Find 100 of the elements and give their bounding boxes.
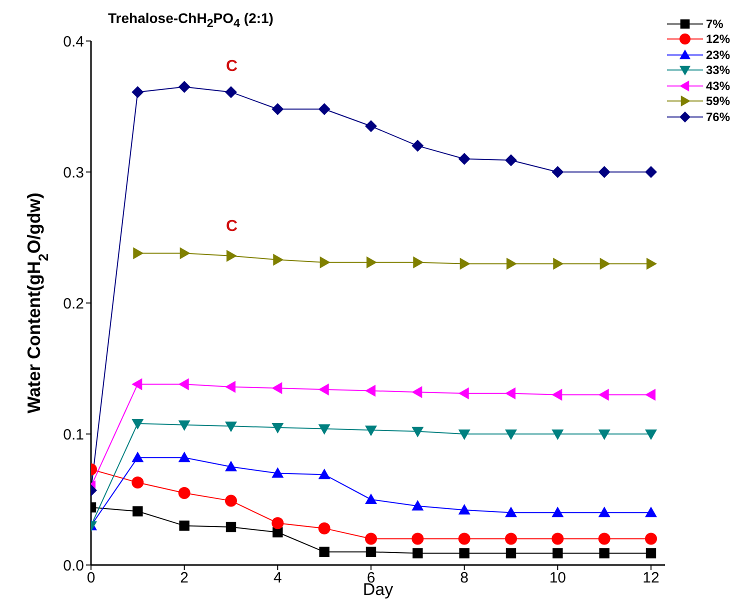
point [412,500,424,511]
point [318,468,330,480]
point [506,258,517,270]
point [179,520,190,531]
point [226,522,236,532]
point [598,166,610,178]
point [645,532,657,545]
point [133,247,144,260]
legend-label: 59% [706,94,730,108]
chart-title: Trehalose-ChH$_{2}$PO$_{4}$ (2:1) [108,9,274,32]
point [552,548,563,558]
y-tick-label: 0.0 [63,557,84,574]
point [458,152,470,165]
point [132,506,143,516]
point [460,258,470,270]
point [458,430,470,440]
point [365,426,377,436]
point [132,86,144,98]
point [318,424,330,435]
point [552,506,564,518]
point [506,548,516,558]
point [598,430,610,440]
point [645,388,656,401]
point [273,254,284,266]
point [598,388,609,401]
point [318,383,329,396]
point [505,154,517,166]
point [225,422,237,432]
point [272,382,282,394]
point [552,430,564,440]
point [366,546,376,557]
point [458,504,470,514]
point [412,532,424,545]
point [412,140,424,152]
point [272,517,284,530]
point [225,380,236,393]
point [132,419,144,430]
point [598,506,610,518]
point [552,532,564,545]
legend-label: 12% [706,32,730,46]
point [320,256,330,268]
point [645,506,657,518]
point [645,430,657,440]
point [132,452,144,462]
legend-label: 43% [706,78,730,93]
point [599,548,610,558]
point [225,494,237,507]
point [505,532,517,545]
point [553,258,564,270]
y-tick-label: 0.1 [63,426,84,444]
point [178,486,190,499]
point [132,476,144,488]
legend-label: 7% [706,16,724,31]
point [132,378,142,390]
annotation: C [226,218,238,236]
point [318,522,330,534]
point [272,422,284,434]
x-tick-label: 12 [642,570,660,587]
point [178,452,190,462]
point [225,460,237,472]
point [645,166,657,178]
y-tick-label: 0.2 [63,295,84,312]
legend-label: 33% [706,63,730,78]
point [365,120,377,132]
point [458,532,470,545]
point [552,388,562,401]
annotation: C [226,58,238,76]
point [178,420,190,431]
point [412,386,422,398]
point [225,86,237,98]
legend-label: 76% [706,110,730,124]
x-tick-label: 2 [180,570,189,587]
point [646,258,657,270]
point [458,387,469,400]
x-tick-label: 0 [86,570,96,587]
point [552,166,564,178]
y-tick-label: 0.3 [63,164,84,182]
x-tick-label: 8 [460,570,469,587]
point [646,548,656,558]
point [319,546,330,557]
point [412,426,424,438]
point [226,250,237,262]
point [272,103,284,116]
point [505,506,517,518]
point [600,258,610,270]
point [413,256,424,268]
point [178,80,190,93]
point [180,247,190,260]
y-tick-label: 0.4 [63,33,84,50]
legend-label: 23% [706,48,730,62]
x-tick-label: 10 [549,570,566,587]
point [365,494,377,504]
point [598,532,610,545]
point [505,387,516,400]
point [459,548,470,558]
point [318,103,330,116]
point [412,548,423,558]
point [272,467,284,478]
point [365,384,376,397]
point [178,378,189,390]
